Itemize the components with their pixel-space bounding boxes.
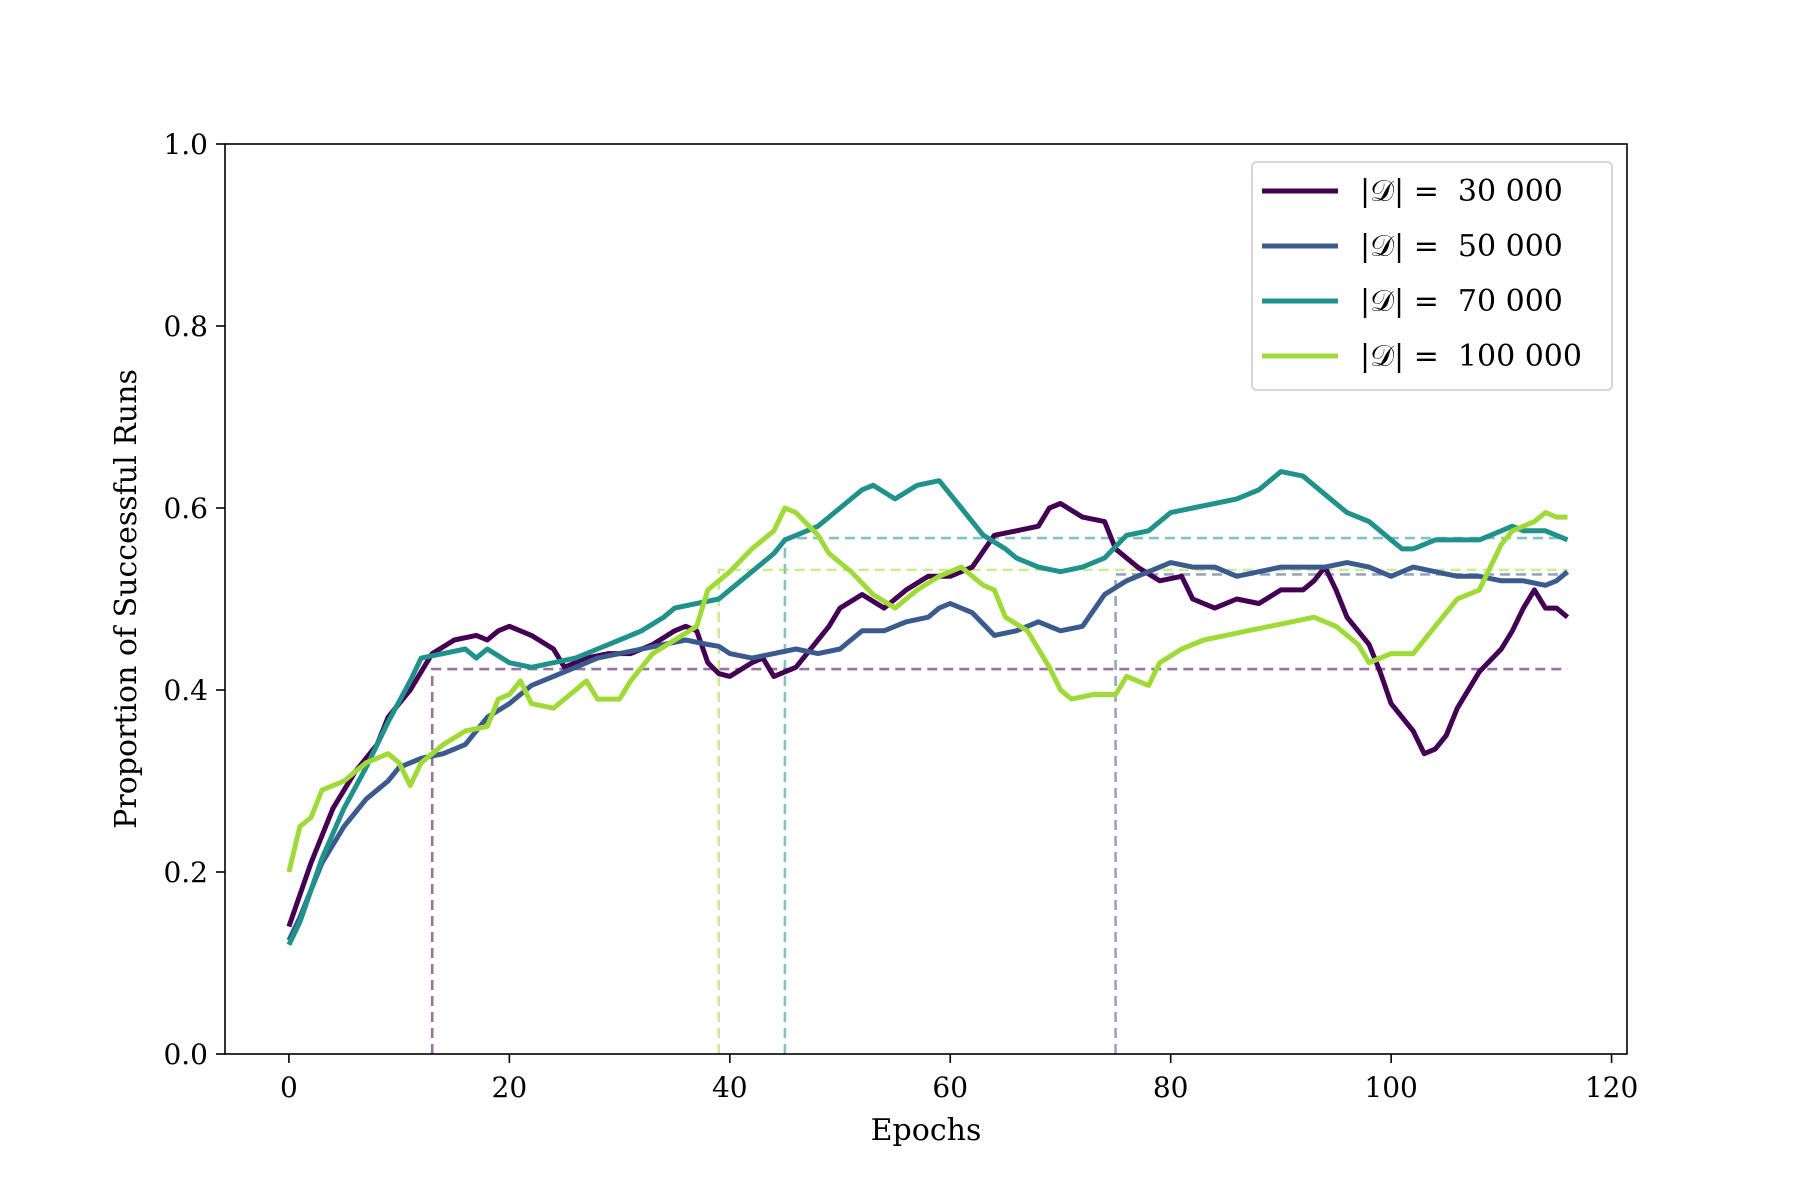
- y-tick-label: 0.6: [163, 492, 208, 525]
- x-tick-label: 80: [1153, 1071, 1189, 1104]
- x-tick-label: 0: [280, 1071, 298, 1104]
- series-line-0: [286, 501, 1570, 928]
- legend: |𝒟| = 30 000 |𝒟| = 50 000 |𝒟| = 70 000 |𝒟| …: [1251, 161, 1613, 391]
- y-axis: 0.0 0.2 0.4 0.6 0.8 1.0: [163, 128, 225, 1071]
- threshold-line-3: [717, 568, 1568, 1054]
- x-tick-label: 100: [1364, 1071, 1417, 1104]
- legend-label-3: |𝒟| = 100 000: [1360, 339, 1582, 374]
- legend-box: [1251, 161, 1613, 391]
- y-axis-title: Proportion of Successful Runs: [109, 369, 144, 829]
- y-tick-label: 0.2: [163, 856, 208, 889]
- x-tick-label: 120: [1585, 1071, 1638, 1104]
- series-line-3: [286, 505, 1568, 873]
- series-lines: [286, 469, 1570, 946]
- x-tick-label: 20: [492, 1071, 528, 1104]
- y-tick-label: 1.0: [163, 128, 208, 161]
- legend-label-1: |𝒟| = 50 000: [1360, 229, 1563, 264]
- y-tick-label: 0.8: [163, 310, 208, 343]
- y-tick-label: 0.0: [163, 1038, 208, 1071]
- plot-frame: [224, 143, 1628, 1055]
- x-tick-label: 60: [932, 1071, 968, 1104]
- legend-label-0: |𝒟| = 30 000: [1360, 174, 1563, 209]
- series-line-2: [286, 469, 1569, 946]
- threshold-line-0: [430, 667, 1568, 1054]
- x-tick-label: 40: [712, 1071, 748, 1104]
- x-axis-title: Epochs: [871, 1113, 982, 1148]
- y-tick-label: 0.4: [163, 674, 208, 707]
- legend-label-2: |𝒟| = 70 000: [1360, 284, 1563, 319]
- x-axis: 0 20 40 60 80 100 120: [280, 1054, 1638, 1104]
